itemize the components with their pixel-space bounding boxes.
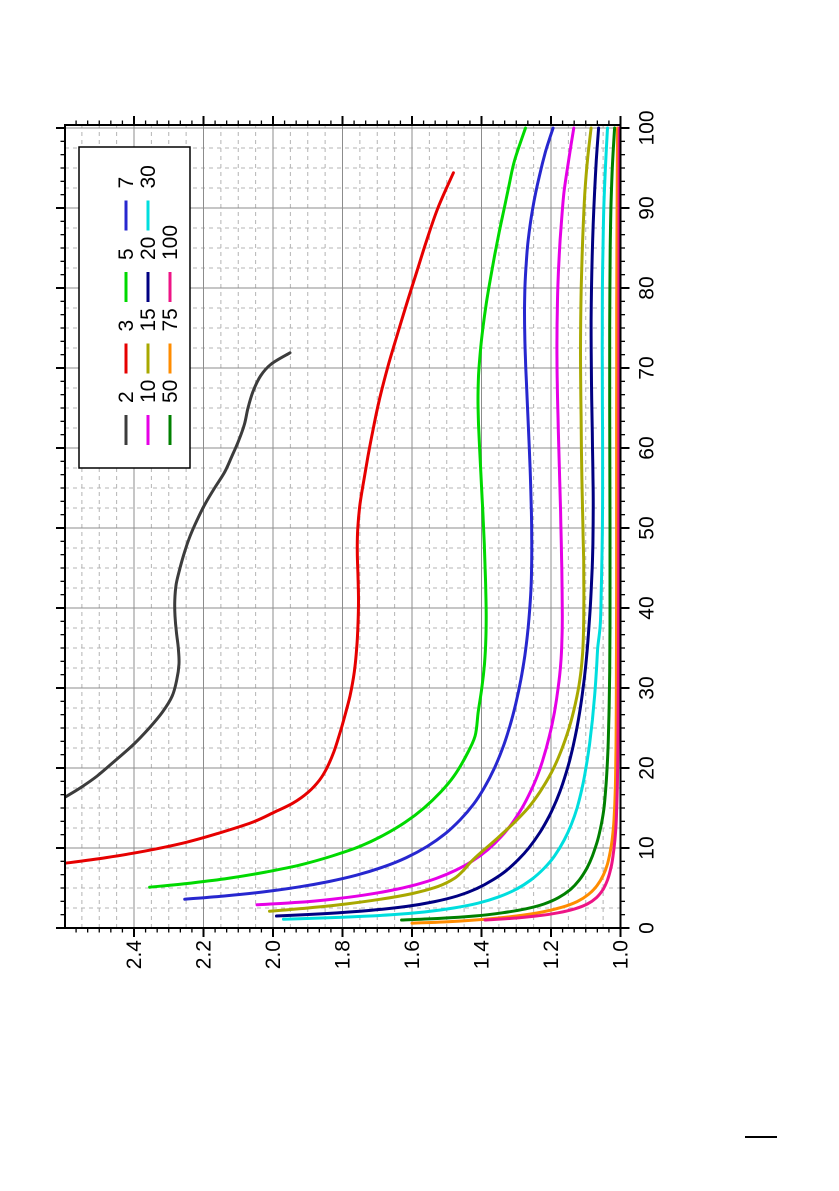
curve-20 [274,126,601,918]
legend-entry-5: 5 [115,248,138,302]
legend-box [78,146,191,469]
curve-7 [183,126,555,901]
curve-5 [148,126,527,889]
legend-entry-label: 15 [137,308,160,331]
curve-2 [65,351,292,799]
legend-entry-label: 75 [159,308,182,331]
x-tick-label: 90 [636,196,659,219]
legend-entry-2: 2 [115,391,138,445]
curve-30 [281,126,609,921]
y-tick-labels: 1.0 1.2 1.4 1.6 1.8 2.0 2.2 2.4 [123,940,633,970]
legend-entry-50: 50 [159,380,182,445]
x-tick-label: 20 [636,756,659,779]
x-tick-label: 0 [636,922,659,934]
y-tick-label: 2.2 [193,940,216,969]
legend: 2 3 5 7 10 15 20 30 50 75 100 [78,146,191,469]
curve-50 [400,126,617,922]
grid-minor [65,125,621,928]
y-tick-label: 1.8 [332,940,355,969]
legend-entry-75: 75 [159,308,182,374]
axis-ticks [56,116,630,937]
legend-entry-100: 100 [159,225,182,302]
x-tick-label: 10 [636,836,659,859]
x-tick-labels: 0 10 20 30 40 50 60 70 80 90 100 [636,110,659,933]
legend-entry-20: 20 [137,237,160,302]
x-tick-label: 30 [636,676,659,699]
y-tick-label: 1.6 [401,940,424,969]
legend-entry-7: 7 [115,177,138,231]
legend-entry-label: 5 [115,248,138,260]
x-tick-label: 60 [636,436,659,459]
x-tick-label: 100 [636,110,659,145]
y-tick-label: 1.0 [610,940,633,969]
y-tick-label: 1.2 [540,940,563,969]
curves [65,126,621,925]
curve-75 [410,126,619,925]
legend-entry-label: 2 [115,391,138,403]
legend-entry-label: 50 [159,380,182,403]
x-tick-label: 50 [636,516,659,539]
y-tick-label: 1.4 [471,940,494,970]
y-tick-label: 2.4 [123,940,146,970]
legend-entry-label: 3 [115,320,138,332]
x-tick-label: 80 [636,276,659,299]
curve-10 [255,126,576,907]
footer-rule [745,1136,777,1138]
legend-entry-label: 20 [137,237,160,260]
legend-entry-label: 10 [137,380,160,403]
legend-entry-3: 3 [115,320,138,374]
x-tick-label: 70 [636,356,659,379]
legend-entry-label: 30 [137,165,160,188]
legend-entry-label: 7 [115,177,138,189]
curve-3 [65,171,455,865]
legend-entry-30: 30 [137,165,160,231]
curve-15 [268,126,593,913]
legend-entry-label: 100 [159,225,182,260]
legend-entry-15: 15 [137,308,160,374]
x-tick-label: 40 [636,596,659,619]
curve-100 [483,126,621,922]
y-tick-label: 2.0 [262,940,285,969]
legend-entry-10: 10 [137,380,160,445]
